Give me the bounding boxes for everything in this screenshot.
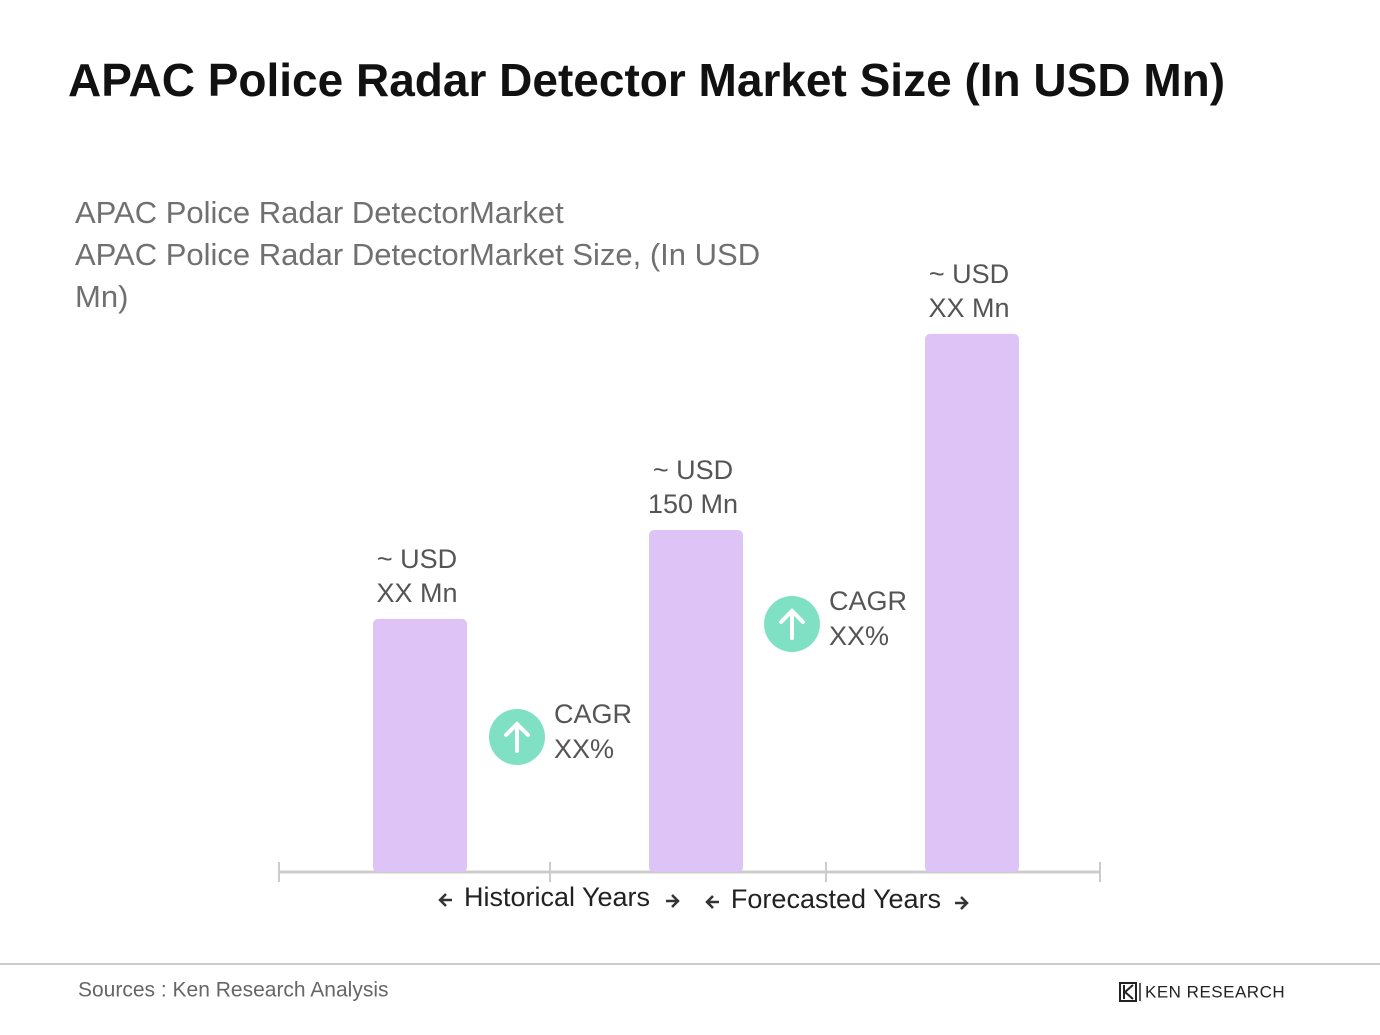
axis-ticks [278,862,1101,882]
period-label: Forecasted Years [731,884,941,914]
period-label: Historical Years [464,882,650,912]
cagr-label: CAGR [554,699,632,729]
cagr-label: XX% [554,734,614,764]
cagr-label: XX% [829,621,889,651]
value-label: 150 Mn [648,489,738,519]
bar [373,618,467,872]
bar [649,530,743,872]
subtitle-line: APAC Police Radar DetectorMarket Size, (… [75,237,761,314]
cagr-badge: CAGR XX% [764,586,907,652]
subtitle-line: APAC Police Radar DetectorMarket [75,195,564,230]
period-arrows [438,893,969,910]
brand: KEN RESEARCH [1145,982,1285,1001]
cagr-label: CAGR [829,586,907,616]
cagr-badge: CAGR XX% [489,699,632,765]
chart-title: APAC Police Radar Detector Market Size (… [68,54,1225,106]
value-label: ~ USD [653,455,733,485]
brand-logo: KEN RESEARCH [1119,982,1285,1002]
value-label: XX Mn [928,293,1009,323]
value-label: ~ USD [929,259,1009,289]
bar [925,333,1019,872]
cagr-arrow [779,608,805,640]
subtitle: APAC Police Radar DetectorMarket APAC Po… [75,192,815,318]
value-label: ~ USD [377,544,457,574]
value-label: XX Mn [376,578,457,608]
source: Sources : Ken Research Analysis [78,979,389,1002]
cagr-arrow [504,721,530,753]
